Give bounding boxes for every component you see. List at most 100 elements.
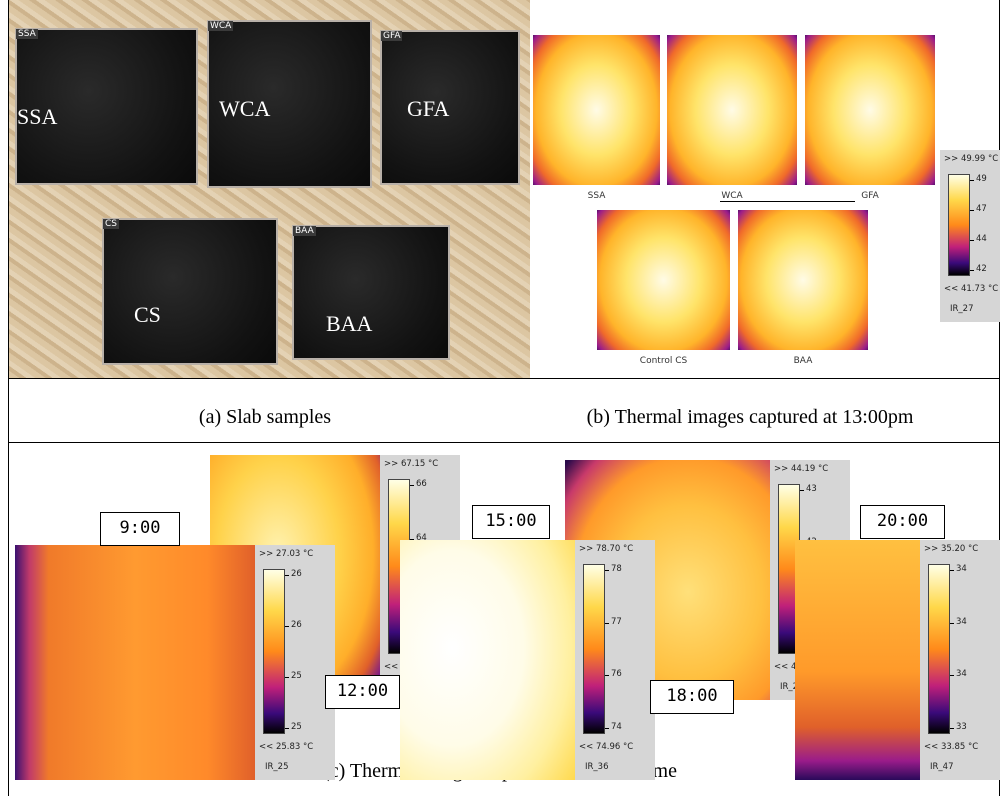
colorbar-tick <box>970 210 974 211</box>
colorbar-tick <box>605 622 609 624</box>
colorbar-max: >> 27.03 °C <box>259 549 314 559</box>
colorbar-tick <box>285 677 289 678</box>
colorbar <box>263 569 285 734</box>
colorbar-min: << 25.83 °C <box>259 742 314 752</box>
sample-label: CS <box>134 302 161 327</box>
thermal-image <box>533 35 660 185</box>
colorbar-tick-label: 26 <box>291 569 302 579</box>
colorbar-max: >> 35.20 °C <box>924 544 979 554</box>
colorbar-tick <box>605 675 609 677</box>
colorbar-tick <box>605 570 609 571</box>
slab-sample: CS CS <box>102 218 278 365</box>
time-label-box: 18:00 <box>650 680 734 714</box>
label-underline <box>720 201 855 202</box>
colorbar-tick <box>950 675 954 677</box>
colorbar-tick-label: 43 <box>806 484 817 494</box>
thermal-panel: >> 78.70 °C 78 77 76 74 << 74.96 °C IR_36 <box>400 540 655 780</box>
colorbar-tick <box>970 240 974 241</box>
time-label-box: 9:00 <box>100 512 180 546</box>
colorbar-tick <box>605 728 609 729</box>
colorbar-tick <box>950 570 954 571</box>
colorbar <box>928 564 950 734</box>
colorbar-panel: >> 27.03 °C 26 26 25 25 << 25.83 °C IR_25 <box>255 545 335 780</box>
colorbar-tick-label: 42 <box>976 264 987 274</box>
thermal-panel: >> 27.03 °C 26 26 25 25 << 25.83 °C IR_25 <box>15 545 335 780</box>
thermal-image <box>597 210 730 350</box>
colorbar-tick-label: 78 <box>611 564 622 574</box>
thermal-image-label: SSA <box>587 191 606 201</box>
colorbar-panel: >> 35.20 °C 34 34 34 33 << 33.85 °C IR_47 <box>920 540 1000 780</box>
colorbar-tick-label: 25 <box>291 671 302 681</box>
thermal-image <box>400 540 575 780</box>
colorbar-tick-label: 34 <box>956 616 967 627</box>
thermal-image <box>15 545 255 780</box>
thermal-panel: >> 35.20 °C 34 34 34 33 << 33.85 °C IR_47 <box>795 540 1000 780</box>
colorbar-tick <box>950 728 954 729</box>
colorbar-tick <box>285 728 289 729</box>
colorbar-min: << 74.96 °C <box>579 742 634 752</box>
colorbar-tick <box>970 270 974 271</box>
colorbar-id: IR_25 <box>265 762 289 772</box>
colorbar-panel: >> 78.70 °C 78 77 76 74 << 74.96 °C IR_36 <box>575 540 655 780</box>
colorbar-tick-label: 47 <box>976 204 987 214</box>
figure-frame <box>8 0 1000 796</box>
sample-label: WCA <box>219 96 271 121</box>
colorbar-panel: >> 49.99 °C 49 47 44 42 << 41.73 °C IR_27 <box>940 150 1000 322</box>
sample-tag: GFA <box>381 31 403 41</box>
colorbar-min: << 33.85 °C <box>924 742 979 752</box>
thermal-image-label: GFA <box>861 191 879 201</box>
colorbar-tick-label: 25 <box>291 722 302 732</box>
slab-sample: WCA WCA <box>207 20 372 188</box>
colorbar-tick <box>410 485 414 486</box>
colorbar-tick <box>950 622 954 624</box>
sample-label: BAA <box>326 311 373 336</box>
colorbar-max: >> 49.99 °C <box>944 154 999 164</box>
colorbar-tick <box>410 539 414 541</box>
colorbar <box>583 564 605 734</box>
colorbar-id: IR_20 <box>780 682 804 692</box>
colorbar-id: IR_27 <box>950 304 974 314</box>
colorbar-max: >> 44.19 °C <box>774 464 829 474</box>
colorbar-tick-label: 77 <box>611 616 622 627</box>
colorbar-tick-label: 64 <box>416 533 427 544</box>
colorbar-tick-label: 44 <box>976 234 987 244</box>
divider <box>8 378 1000 379</box>
colorbar-min: << 41.73 °C <box>944 284 999 294</box>
thermal-image <box>738 210 868 350</box>
colorbar-tick-label: 66 <box>416 479 427 489</box>
colorbar-tick-label: 33 <box>956 722 967 732</box>
sample-label: GFA <box>407 96 450 121</box>
time-label-box: 20:00 <box>860 505 945 539</box>
sample-tag: BAA <box>293 226 316 236</box>
slab-sample: SSA SSA <box>15 28 198 185</box>
sample-tag: WCA <box>208 21 234 31</box>
colorbar-tick <box>970 180 974 181</box>
time-label-box: 12:00 <box>325 675 400 709</box>
divider <box>8 442 1000 443</box>
thermal-image-label: WCA <box>721 191 743 201</box>
colorbar <box>948 174 970 276</box>
colorbar-id: IR_47 <box>930 762 954 772</box>
thermal-image <box>805 35 935 185</box>
sample-tag: CS <box>103 219 119 229</box>
caption: (b) Thermal images captured at 13:00pm <box>586 406 914 428</box>
colorbar-tick-label: 76 <box>611 669 622 680</box>
time-label-box: 15:00 <box>472 505 550 539</box>
caption: (a) Slab samples <box>198 406 332 428</box>
thermal-image-label: BAA <box>793 356 813 366</box>
sample-tag: SSA <box>16 29 38 39</box>
colorbar-tick-label: 74 <box>611 722 622 732</box>
colorbar-tick <box>800 490 804 491</box>
colorbar-id: IR_36 <box>585 762 609 772</box>
colorbar-tick <box>285 575 289 576</box>
thermal-image <box>795 540 920 780</box>
sample-label: SSA <box>17 104 58 129</box>
colorbar-tick <box>285 626 289 627</box>
colorbar-max: >> 78.70 °C <box>579 544 634 554</box>
colorbar-max: >> 67.15 °C <box>384 459 439 469</box>
colorbar-tick-label: 34 <box>956 669 967 680</box>
thermal-image-label: Control CS <box>639 356 688 366</box>
thermal-image <box>667 35 797 185</box>
slab-sample: BAA BAA <box>292 225 450 360</box>
